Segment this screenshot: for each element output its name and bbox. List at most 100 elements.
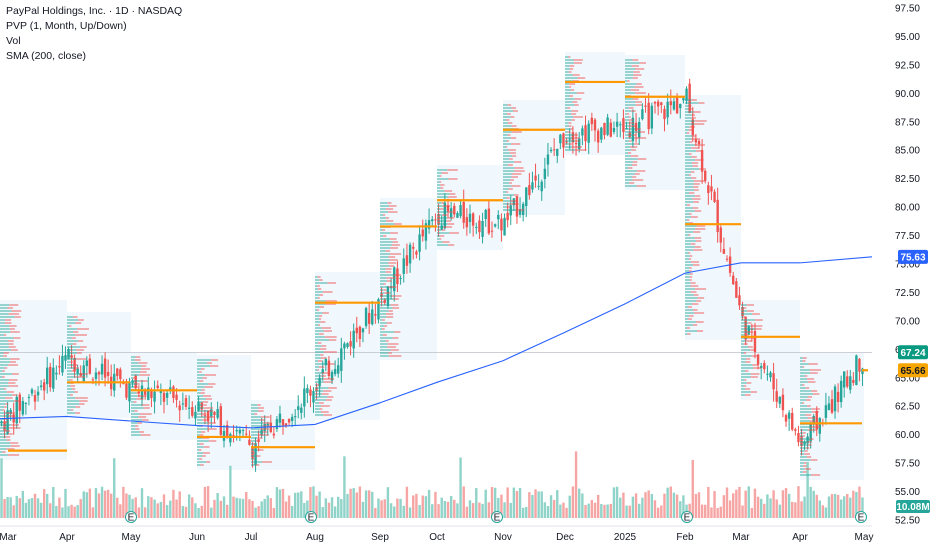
profile-down-bar xyxy=(441,229,446,231)
volume-bar xyxy=(254,507,257,518)
volume-bar xyxy=(396,498,399,518)
volume-bar xyxy=(710,507,713,518)
profile-down-bar xyxy=(692,135,697,137)
candle-body xyxy=(622,118,625,133)
candle-body xyxy=(306,388,309,394)
profile-up-bar xyxy=(0,364,8,366)
profile-up-bar xyxy=(625,185,637,187)
profile-up-bar xyxy=(625,134,633,136)
profile-up-bar xyxy=(685,324,693,326)
profile-up-bar xyxy=(625,77,633,79)
candle-body xyxy=(631,117,635,142)
profile-down-bar xyxy=(6,439,11,441)
profile-down-bar xyxy=(204,386,213,388)
earnings-marker[interactable] xyxy=(491,511,503,523)
earnings-marker[interactable] xyxy=(855,511,867,523)
profile-up-bar xyxy=(685,231,694,233)
candle-body xyxy=(747,326,750,335)
volume-bar xyxy=(162,494,166,518)
volume-bar xyxy=(64,488,67,518)
profile-down-bar xyxy=(78,340,84,342)
volume-bar xyxy=(197,507,200,518)
profile-up-bar xyxy=(0,403,6,405)
legend-vol[interactable]: Vol xyxy=(6,35,21,47)
volume-bar xyxy=(497,497,500,518)
profile-up-bar xyxy=(251,440,256,442)
profile-up-bar xyxy=(800,429,808,431)
profile-up-bar xyxy=(741,328,756,330)
earnings-marker[interactable] xyxy=(305,511,317,523)
profile-up-bar xyxy=(67,394,71,396)
volume-bar xyxy=(269,498,273,518)
volume-bar xyxy=(546,505,550,518)
profile-down-bar xyxy=(388,256,396,258)
profile-up-bar xyxy=(197,446,204,448)
legend-title[interactable]: PayPal Holdings, Inc. · 1D · NASDAQ xyxy=(6,5,183,17)
profile-down-bar xyxy=(692,207,699,209)
profile-up-bar xyxy=(685,264,694,266)
profile-down-bar xyxy=(569,68,574,70)
profile-up-bar xyxy=(315,411,321,413)
profile-down-bar xyxy=(141,404,150,406)
profile-down-bar xyxy=(807,441,812,443)
profile-up-bar xyxy=(625,122,630,124)
candle-body xyxy=(549,149,553,152)
x-tick-label: Mar xyxy=(732,532,750,543)
volume-bar xyxy=(257,506,260,518)
profile-down-bar xyxy=(571,89,575,91)
profile-up-bar xyxy=(685,141,690,143)
profile-down-bar xyxy=(257,449,264,451)
profile-down-bar xyxy=(636,170,646,172)
profile-up-bar xyxy=(380,223,395,225)
profile-up-bar xyxy=(741,334,746,336)
earnings-marker[interactable] xyxy=(681,511,693,523)
candle-body xyxy=(238,429,242,434)
profile-up-bar xyxy=(625,170,637,172)
profile-up-bar xyxy=(685,105,690,107)
volume-bar xyxy=(175,499,178,518)
legend-sma[interactable]: SMA (200, close) xyxy=(6,50,86,62)
candle-body xyxy=(449,208,453,218)
volume-bar xyxy=(380,500,383,518)
profile-down-bar xyxy=(141,419,149,421)
profile-up-bar xyxy=(67,388,72,390)
y-tick-label: 57.50 xyxy=(895,459,920,470)
candle-body xyxy=(143,390,147,395)
candle-body xyxy=(396,268,399,285)
profile-up-bar xyxy=(565,56,569,58)
volume-bar xyxy=(222,496,226,518)
profile-down-bar xyxy=(75,322,82,324)
profile-down-bar xyxy=(202,401,209,403)
candle-body xyxy=(272,433,276,436)
candle-body xyxy=(402,258,405,274)
volume-bar xyxy=(216,493,219,518)
volume-bar xyxy=(525,506,528,518)
candle-body xyxy=(443,202,447,229)
volume-bar xyxy=(735,489,738,518)
earnings-marker[interactable] xyxy=(125,511,137,523)
profile-down-bar xyxy=(746,382,752,384)
profile-down-bar xyxy=(634,173,640,175)
profile-up-bar xyxy=(380,352,389,354)
profile-down-bar xyxy=(448,196,457,198)
profile-up-bar xyxy=(800,399,806,401)
profile-up-bar xyxy=(67,367,75,369)
candle-body xyxy=(194,411,197,419)
legend-pvp[interactable]: PVP (1, Month, Up/Down) xyxy=(6,20,127,32)
profile-down-bar xyxy=(802,357,807,359)
profile-down-bar xyxy=(136,383,140,385)
profile-up-bar xyxy=(380,307,393,309)
volume-bar xyxy=(266,495,269,518)
profile-up-bar xyxy=(625,137,635,139)
volume-bar xyxy=(766,494,769,518)
profile-up-bar xyxy=(565,131,568,133)
profile-down-bar xyxy=(568,71,572,73)
candle-body xyxy=(6,410,9,434)
candle-body xyxy=(371,309,374,325)
profile-down-bar xyxy=(209,365,219,367)
profile-up-bar xyxy=(741,364,753,366)
profile-down-bar xyxy=(577,77,586,79)
profile-up-bar xyxy=(800,471,803,473)
volume-bar xyxy=(725,487,729,518)
